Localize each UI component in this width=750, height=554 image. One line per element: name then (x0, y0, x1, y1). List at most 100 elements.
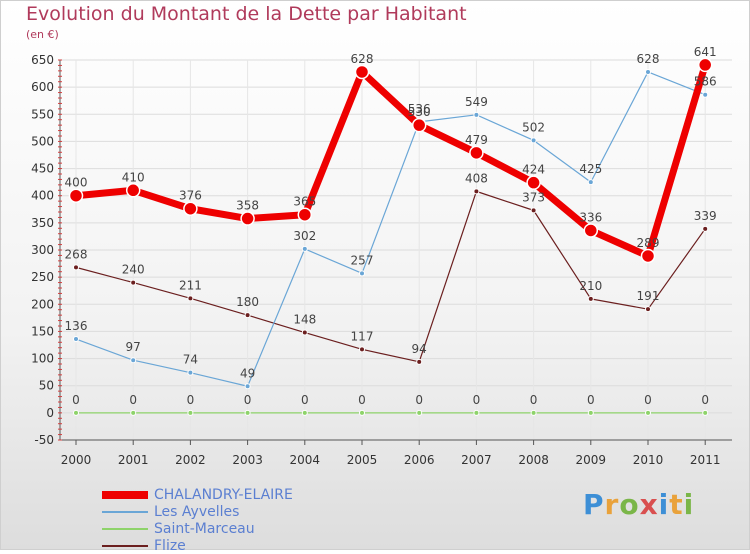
data-label-flize: 94 (412, 342, 427, 356)
data-label-les-ayvelles: 536 (408, 102, 431, 116)
legend-item-saint-marceau: Saint-Marceau (100, 520, 293, 537)
data-label-flize: 373 (522, 190, 545, 204)
y-tick-label: 450 (31, 162, 54, 176)
data-label-chalandry-elaire: 424 (522, 163, 545, 177)
series-line-les-ayvelles (75, 71, 706, 387)
y-tick-label: 100 (31, 352, 54, 366)
data-point-saint-marceau (416, 409, 423, 416)
data-point-saint-marceau (473, 409, 480, 416)
data-point-les-ayvelles (301, 245, 308, 252)
data-label-les-ayvelles: 549 (465, 95, 488, 109)
data-label-saint-marceau: 0 (244, 393, 252, 407)
data-point-flize (359, 346, 365, 353)
data-point-les-ayvelles (702, 91, 709, 98)
data-label-flize: 211 (179, 278, 202, 292)
data-point-saint-marceau (301, 409, 308, 416)
data-label-chalandry-elaire: 530 (408, 105, 431, 119)
data-point-flize (73, 264, 79, 271)
data-label-saint-marceau: 0 (587, 393, 595, 407)
y-tick-label: 0 (46, 406, 54, 420)
data-point-chalandry-elaire (297, 207, 313, 222)
x-tick-label: 2011 (690, 453, 721, 467)
data-point-chalandry-elaire (583, 223, 599, 238)
legend-item-chalandry: CHALANDRY-ELAIRE (100, 486, 293, 503)
legend-swatch-ayvelles (102, 510, 148, 513)
y-tick-label: 500 (31, 134, 54, 148)
data-label-flize: 240 (122, 263, 145, 277)
data-label-chalandry-elaire: 358 (236, 199, 259, 213)
data-label-les-ayvelles: 425 (579, 162, 602, 176)
data-label-saint-marceau: 0 (358, 393, 366, 407)
data-point-saint-marceau (702, 409, 709, 416)
data-label-saint-marceau: 0 (301, 393, 309, 407)
data-point-chalandry-elaire (640, 248, 656, 264)
data-label-saint-marceau: 0 (644, 393, 652, 407)
data-label-saint-marceau: 0 (187, 393, 195, 407)
x-tick-label: 2009 (576, 453, 607, 467)
data-label-saint-marceau: 0 (129, 393, 137, 407)
data-label-les-ayvelles: 49 (240, 366, 255, 380)
data-label-les-ayvelles: 257 (351, 253, 374, 267)
data-label-saint-marceau: 0 (415, 393, 423, 407)
data-point-les-ayvelles (130, 357, 137, 364)
chart-title: Evolution du Montant de la Dette par Hab… (26, 3, 467, 25)
unit-label: (en €) (26, 28, 59, 41)
data-label-chalandry-elaire: 400 (65, 176, 88, 190)
proxiti-logo: Proxiti (583, 488, 695, 521)
legend-swatch-saint-marceau (102, 527, 148, 530)
data-label-chalandry-elaire: 641 (694, 45, 717, 59)
data-label-les-ayvelles: 586 (694, 75, 717, 89)
data-label-les-ayvelles: 502 (522, 120, 545, 134)
legend-item-ayvelles: Les Ayvelles (100, 503, 293, 520)
legend-label-chalandry: CHALANDRY-ELAIRE (154, 486, 293, 503)
legend: CHALANDRY-ELAIRE Les Ayvelles Saint-Marc… (100, 486, 293, 554)
data-point-chalandry-elaire (526, 175, 541, 190)
data-point-flize (530, 207, 537, 214)
data-point-les-ayvelles (244, 383, 251, 390)
data-label-chalandry-elaire: 289 (637, 236, 660, 250)
data-label-les-ayvelles: 74 (183, 353, 198, 367)
y-tick-label: 50 (39, 379, 54, 393)
data-point-flize (645, 306, 651, 313)
data-label-saint-marceau: 0 (701, 393, 709, 407)
x-tick-label: 2006 (404, 453, 435, 467)
data-point-chalandry-elaire (125, 183, 141, 198)
data-label-les-ayvelles: 136 (65, 319, 88, 333)
data-label-flize: 268 (65, 247, 88, 261)
legend-label-flize: Flize (154, 537, 186, 554)
y-tick-label: 400 (31, 189, 54, 203)
x-tick-label: 2005 (347, 453, 378, 467)
data-point-flize (187, 295, 194, 302)
data-point-chalandry-elaire (697, 57, 713, 73)
x-tick-label: 2003 (232, 453, 263, 467)
data-point-chalandry-elaire (354, 64, 370, 80)
series-line-chalandry-elaire (75, 63, 709, 260)
y-tick-label: -50 (34, 433, 54, 447)
data-label-flize: 339 (694, 209, 717, 223)
y-tick-label: 200 (31, 297, 54, 311)
x-tick-label: 2007 (461, 453, 492, 467)
y-tick-label: 650 (31, 53, 54, 67)
data-label-chalandry-elaire: 336 (579, 210, 602, 224)
x-tick-label: 2004 (290, 453, 321, 467)
data-label-les-ayvelles: 97 (126, 340, 141, 354)
data-point-flize (130, 279, 137, 286)
legend-item-flize: Flize (100, 537, 293, 554)
y-tick-label: 150 (31, 324, 54, 338)
x-tick-label: 2001 (118, 453, 149, 467)
data-label-flize: 408 (465, 171, 488, 185)
data-point-les-ayvelles (187, 369, 194, 376)
data-point-saint-marceau (359, 409, 365, 416)
x-tick-label: 2008 (518, 453, 549, 467)
data-point-flize (416, 358, 423, 365)
data-point-saint-marceau (130, 409, 137, 416)
data-point-saint-marceau (530, 409, 537, 416)
data-point-flize (587, 295, 594, 302)
data-label-flize: 117 (351, 329, 374, 343)
data-point-chalandry-elaire (183, 201, 198, 216)
data-label-chalandry-elaire: 410 (122, 170, 145, 184)
data-label-saint-marceau: 0 (530, 393, 538, 407)
data-point-chalandry-elaire (469, 145, 484, 161)
